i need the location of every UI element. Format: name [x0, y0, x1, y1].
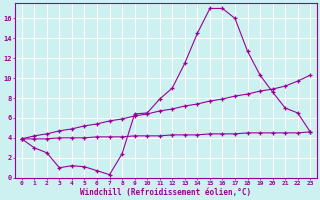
- X-axis label: Windchill (Refroidissement éolien,°C): Windchill (Refroidissement éolien,°C): [80, 188, 252, 197]
